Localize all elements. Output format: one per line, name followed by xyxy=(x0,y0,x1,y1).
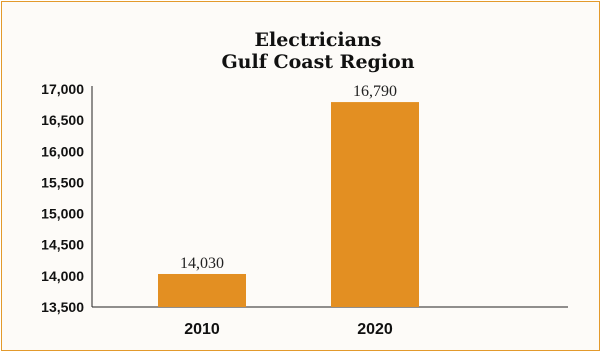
y-tick-label: 17,000 xyxy=(41,81,84,97)
data-label: 16,790 xyxy=(353,83,397,100)
chart-axes xyxy=(91,86,568,308)
data-labels: 14,030 16,790 xyxy=(180,83,397,272)
chart-title-line-1: Electricians xyxy=(255,29,382,51)
chart-title-line-2: Gulf Coast Region xyxy=(221,51,414,73)
y-axis-ticks: 13,500 14,000 14,500 15,000 15,500 16,000 16,5… xyxy=(41,81,84,315)
y-tick-label: 14,000 xyxy=(41,268,84,284)
y-tick-label: 16,000 xyxy=(41,143,84,159)
y-tick-label: 15,000 xyxy=(41,206,84,222)
x-tick-label: 2020 xyxy=(357,321,393,338)
y-tick-label: 14,500 xyxy=(41,237,84,253)
bars xyxy=(158,102,419,307)
x-axis-ticks: 2010 2020 xyxy=(184,321,393,338)
y-tick-label: 15,500 xyxy=(41,174,84,190)
x-tick-label: 2010 xyxy=(184,321,220,338)
bar xyxy=(158,273,246,307)
bar xyxy=(331,102,419,307)
y-tick-label: 16,500 xyxy=(41,112,84,128)
data-label: 14,030 xyxy=(180,255,224,272)
y-tick-label: 13,500 xyxy=(41,299,84,315)
